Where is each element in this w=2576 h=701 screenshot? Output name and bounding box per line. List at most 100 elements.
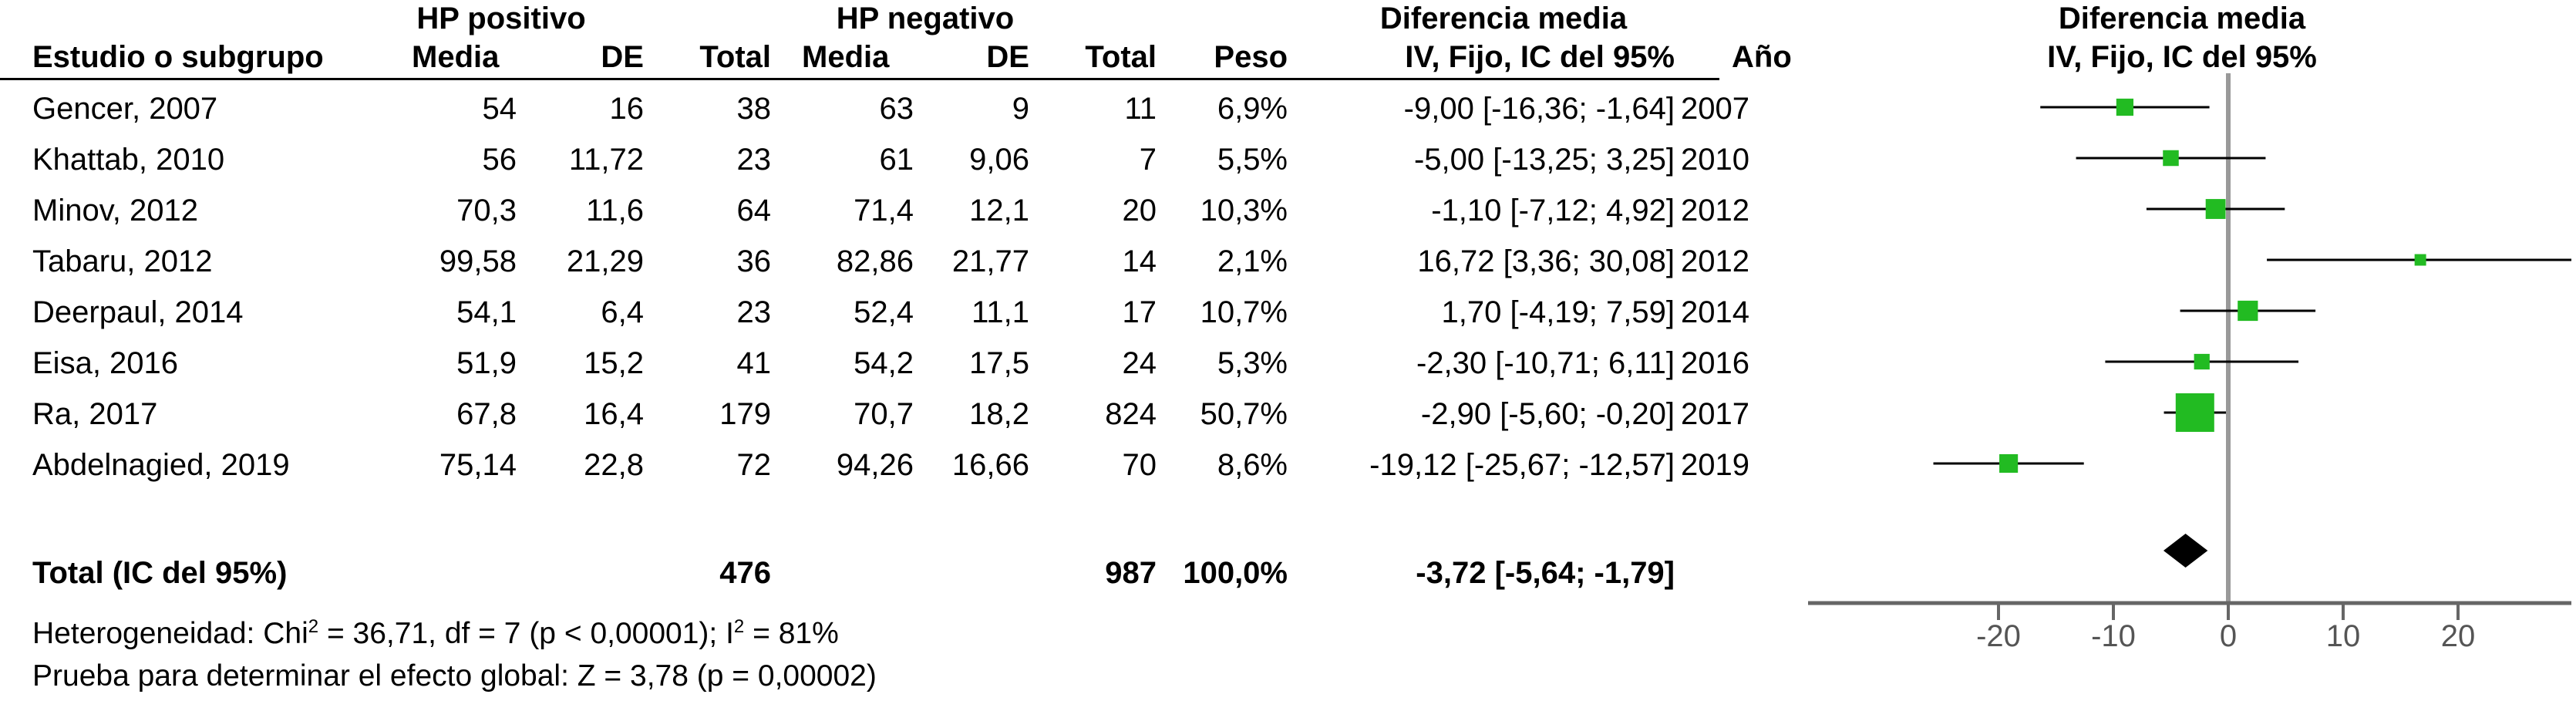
ci-value: -1,10 [-7,12; 4,92] [1431, 194, 1675, 227]
heterogeneity-text-a: Heterogeneidad: Chi [32, 617, 308, 650]
ci-value: -2,90 [-5,60; -0,20] [1420, 397, 1675, 431]
sd2-value: 9,06 [969, 143, 1029, 177]
x-axis-tick-label: -20 [1976, 619, 2021, 653]
total2-value: 17 [1122, 295, 1157, 329]
year-value: 2012 [1681, 244, 1749, 278]
study-name: Minov, 2012 [32, 194, 198, 227]
mean1-value: 54 [482, 92, 517, 126]
study-name: Khattab, 2010 [32, 143, 225, 177]
weight-value: 5,3% [1217, 346, 1288, 380]
study-name: Ra, 2017 [32, 397, 158, 431]
ci-value: -5,00 [-13,25; 3,25] [1413, 143, 1675, 177]
sd2-value: 11,1 [971, 295, 1029, 329]
mean2-value: 70,7 [854, 397, 914, 431]
weight-value: 6,9% [1217, 92, 1288, 126]
md-header-bottom: IV, Fijo, IC del 95% [1405, 40, 1675, 74]
study-name: Abdelnagied, 2019 [32, 448, 290, 482]
mean1-value: 99,58 [439, 244, 517, 278]
mean2-value: 94,26 [836, 448, 914, 482]
sd2-value: 17,5 [969, 346, 1029, 380]
sd1-header: DE [601, 40, 644, 74]
total2-header: Total [1085, 40, 1157, 74]
total2-value: 14 [1122, 244, 1157, 278]
total1-value: 36 [736, 244, 772, 278]
overall-effect-note: Prueba para determinar el efecto global:… [32, 659, 877, 693]
total2-value: 11 [1124, 92, 1157, 126]
mean2-value: 61 [879, 143, 914, 177]
total1-value: 23 [736, 143, 772, 177]
sd2-header: DE [986, 40, 1029, 74]
plot-header-bottom: IV, Fijo, IC del 95% [2047, 40, 2317, 74]
total2-sum: 987 [1105, 556, 1157, 590]
mean2-value: 82,86 [836, 244, 914, 278]
mean1-value: 51,9 [456, 346, 517, 380]
group2-header: HP negativo [836, 2, 1015, 35]
mean2-value: 71,4 [854, 194, 914, 227]
total2-value: 70 [1122, 448, 1157, 482]
mean1-header: Media [412, 40, 500, 74]
total-label: Total (IC del 95%) [32, 556, 288, 590]
study-name: Gencer, 2007 [32, 92, 218, 126]
year-header: Año [1732, 40, 1792, 74]
summary-diamond [2163, 534, 2208, 568]
heterogeneity-text-c: = 81% [744, 617, 839, 650]
mean1-value: 67,8 [456, 397, 517, 431]
sd1-value: 16,4 [584, 397, 644, 431]
mean1-value: 56 [482, 143, 517, 177]
study-name: Deerpaul, 2014 [32, 295, 244, 329]
study-name: Tabaru, 2012 [32, 244, 213, 278]
total1-sum: 476 [719, 556, 771, 590]
sd2-value: 16,66 [951, 448, 1029, 482]
year-value: 2017 [1681, 397, 1749, 431]
study-marker [2175, 393, 2214, 432]
weight-value: 50,7% [1200, 397, 1288, 431]
sd2-value: 21,77 [951, 244, 1029, 278]
weight-value: 10,7% [1200, 295, 1288, 329]
heterogeneity-sup-1: 2 [308, 616, 319, 637]
mean2-header: Media [802, 40, 890, 74]
study-name: Eisa, 2016 [32, 346, 179, 380]
total2-value: 824 [1105, 397, 1157, 431]
mean1-value: 75,14 [439, 448, 517, 482]
total1-value: 23 [736, 295, 772, 329]
study-marker [2163, 150, 2179, 167]
ci-value: -19,12 [-25,67; -12,57] [1369, 448, 1675, 482]
total-weight: 100,0% [1183, 556, 1288, 590]
weight-value: 5,5% [1217, 143, 1288, 177]
study-marker [1999, 453, 2019, 474]
total1-value: 72 [736, 448, 772, 482]
mean2-value: 52,4 [854, 295, 914, 329]
mean2-value: 63 [879, 92, 914, 126]
sd1-value: 16 [609, 92, 645, 126]
study-marker [2194, 353, 2210, 370]
study-marker [2414, 254, 2426, 266]
x-axis-tick-label: 20 [2441, 619, 2476, 653]
mean1-value: 54,1 [456, 295, 517, 329]
study-column-header: Estudio o subgrupo [32, 40, 324, 74]
total2-value: 7 [1139, 143, 1157, 177]
total1-value: 41 [736, 346, 772, 380]
weight-value: 8,6% [1217, 448, 1288, 482]
total2-value: 24 [1122, 346, 1157, 380]
study-marker [2116, 98, 2134, 116]
year-value: 2019 [1681, 448, 1749, 482]
sd2-value: 9 [1012, 92, 1029, 126]
sd2-value: 12,1 [969, 194, 1029, 227]
heterogeneity-sup-2: 2 [733, 616, 745, 637]
x-axis-tick-label: -10 [2091, 619, 2136, 653]
sd2-value: 18,2 [969, 397, 1029, 431]
year-value: 2016 [1681, 346, 1749, 380]
year-value: 2012 [1681, 194, 1749, 227]
weight-header: Peso [1214, 40, 1288, 74]
weight-value: 10,3% [1200, 194, 1288, 227]
total1-header: Total [699, 40, 771, 74]
group1-header: HP positivo [416, 2, 586, 35]
year-value: 2007 [1681, 92, 1749, 126]
ci-value: -9,00 [-16,36; -1,64] [1403, 92, 1675, 126]
plot-header-top: Diferencia media [2058, 2, 2306, 35]
md-header-top: Diferencia media [1379, 2, 1628, 35]
sd1-value: 11,6 [586, 194, 644, 227]
sd1-value: 22,8 [584, 448, 644, 482]
ci-value: 16,72 [3,36; 30,08] [1417, 244, 1675, 278]
